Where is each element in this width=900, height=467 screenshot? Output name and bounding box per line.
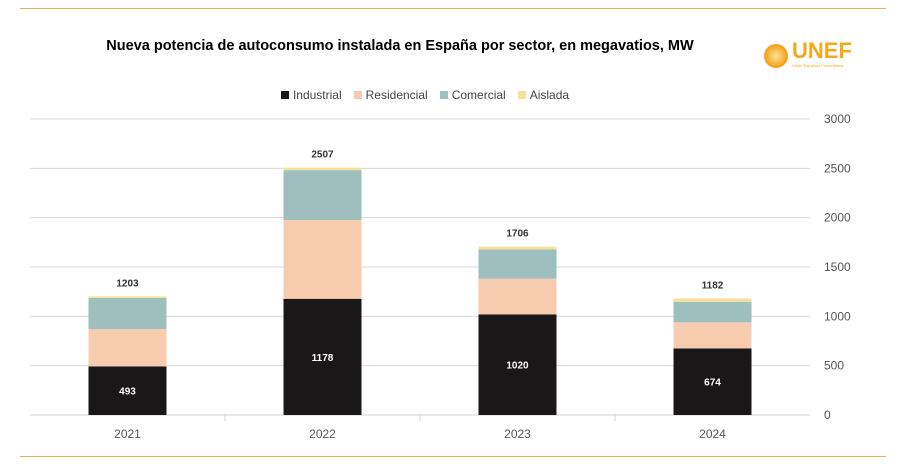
chart-title: Nueva potencia de autoconsumo instalada … [106, 38, 694, 54]
logo-text: UNEF [792, 38, 852, 63]
bar-residencial-2022 [283, 220, 362, 299]
bar-residencial-2023 [478, 278, 557, 315]
bar-residencial-2021 [88, 329, 167, 367]
total-label-2021: 1203 [116, 278, 139, 289]
industrial-label-2021: 493 [119, 387, 136, 398]
bar-aislada-2022 [283, 167, 362, 171]
industrial-label-2023: 1020 [506, 361, 529, 372]
legend-item-comercial: Comercial [439, 88, 506, 102]
legend-label: Residencial [365, 88, 428, 102]
bar-aislada-2023 [478, 246, 557, 250]
x-tick-label: 2024 [699, 427, 726, 441]
legend-swatch [353, 91, 362, 99]
x-tick-label: 2023 [504, 427, 531, 441]
bar-industrial-2023 [478, 314, 557, 415]
total-label-2022: 2507 [311, 150, 334, 161]
legend-label: Comercial [451, 88, 506, 102]
x-tick-label: 2022 [309, 427, 336, 441]
unef-logo: UNEF Unión Española Fotovoltaica [762, 38, 892, 72]
y-tick-label: 2000 [824, 211, 851, 225]
bar-industrial-2024 [673, 348, 752, 415]
legend-swatch [280, 91, 289, 99]
bar-aislada-2021 [88, 296, 167, 298]
total-label-2024: 1182 [702, 280, 724, 291]
y-tick-label: 0 [824, 408, 831, 422]
y-tick-label: 2500 [824, 161, 851, 175]
y-tick-label: 3000 [824, 112, 851, 126]
industrial-label-2022: 1178 [312, 353, 334, 364]
bar-comercial-2022 [283, 170, 362, 221]
bar-industrial-2021 [88, 366, 167, 415]
legend-item-residencial: Residencial [353, 88, 428, 102]
bar-comercial-2024 [673, 301, 752, 323]
industrial-label-2024: 674 [704, 378, 721, 389]
y-tick-label: 1500 [824, 260, 851, 274]
legend-swatch [439, 91, 448, 99]
x-tick-label: 2021 [114, 427, 141, 441]
bar-residencial-2024 [673, 322, 752, 349]
bar-comercial-2023 [478, 249, 557, 279]
bottom-rule [20, 456, 886, 457]
sun-globe-icon [764, 44, 788, 68]
bar-comercial-2021 [88, 297, 167, 330]
total-label-2023: 1706 [506, 229, 529, 240]
legend-item-aislada: Aislada [517, 88, 570, 102]
legend: Industrial Residencial Comercial Aislada [0, 88, 850, 102]
logo-subtitle: Unión Española Fotovoltaica [792, 63, 843, 68]
legend-item-industrial: Industrial [280, 88, 342, 102]
bar-industrial-2022 [283, 298, 362, 415]
legend-label: Industrial [292, 88, 342, 102]
legend-swatch [517, 91, 526, 99]
y-tick-label: 500 [824, 359, 844, 373]
bar-aislada-2024 [673, 298, 752, 302]
legend-label: Aislada [529, 88, 570, 102]
y-tick-label: 1000 [824, 309, 851, 323]
top-rule [20, 8, 886, 9]
